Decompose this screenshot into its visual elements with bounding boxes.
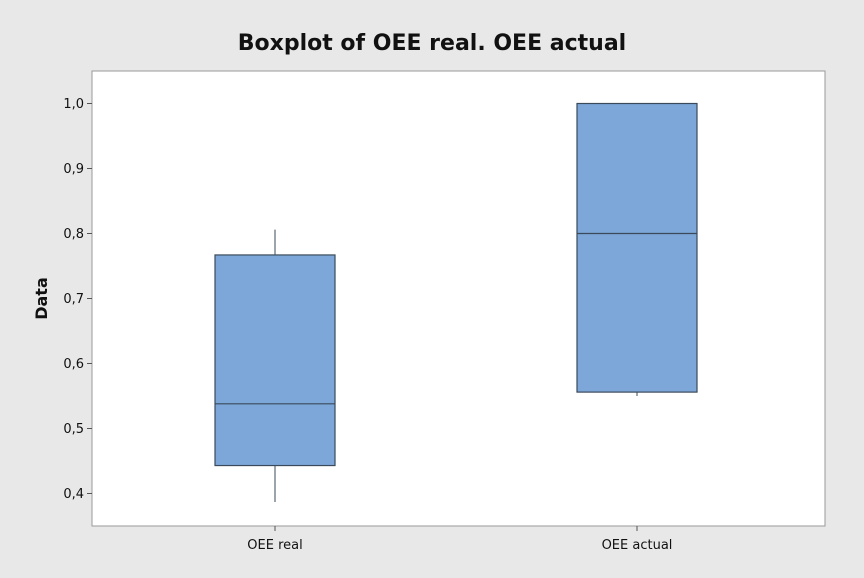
y-tick-label: 0,7 <box>63 292 84 307</box>
y-axis: 0,4 0,5 0,6 0,7 0,8 0,9 1,0 <box>63 97 92 502</box>
iqr-box <box>576 102 698 393</box>
y-tick-label: 0,8 <box>63 227 84 242</box>
chart-title: Boxplot of OEE real. OEE actual <box>238 31 626 56</box>
y-axis-label: Data <box>32 277 51 320</box>
boxplot-oee-actual <box>576 102 698 396</box>
boxes-group <box>214 102 698 502</box>
x-axis: OEE real OEE actual <box>247 526 672 553</box>
x-tick-label: OEE actual <box>602 538 673 553</box>
y-tick-label: 0,4 <box>63 487 84 502</box>
y-tick-label: 0,9 <box>63 162 84 177</box>
y-tick-label: 1,0 <box>63 97 84 112</box>
iqr-box <box>214 254 336 467</box>
boxplot-oee-real <box>214 229 336 502</box>
y-tick-label: 0,6 <box>63 357 84 372</box>
y-tick-label: 0,5 <box>63 422 84 437</box>
x-tick-label: OEE real <box>247 538 302 553</box>
plot-area <box>91 70 826 527</box>
